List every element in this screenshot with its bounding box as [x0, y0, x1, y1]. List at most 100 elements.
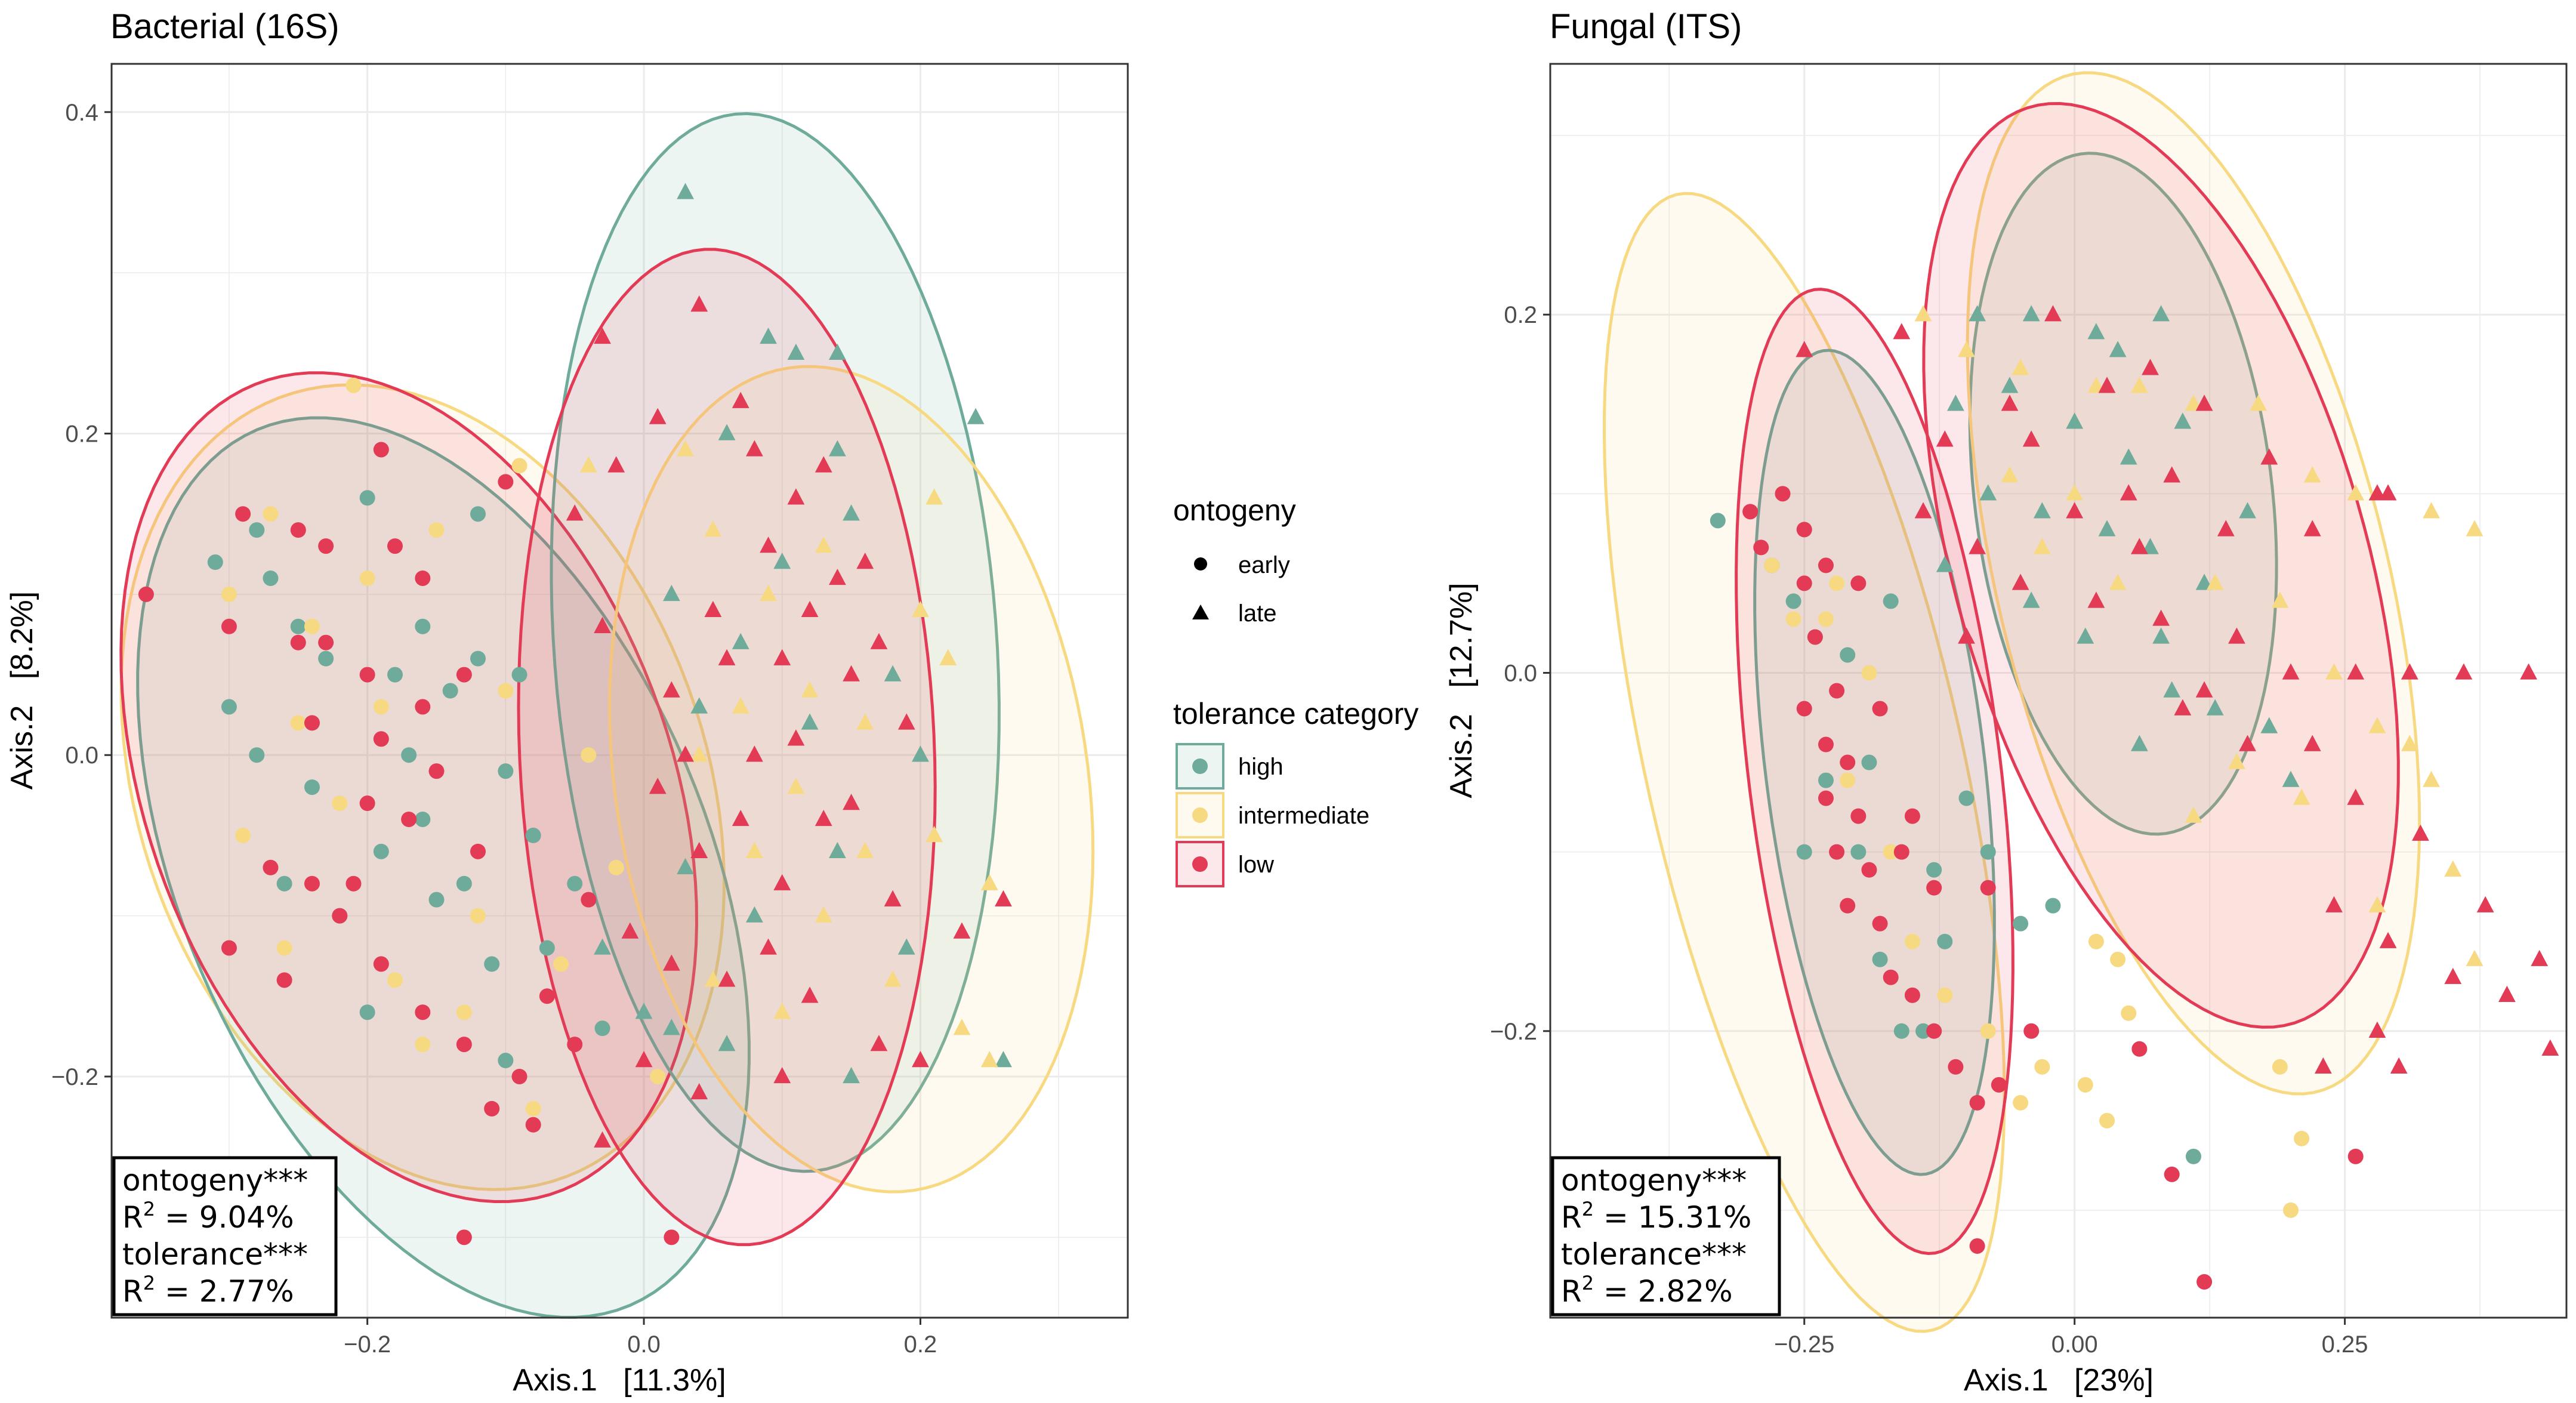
bacterial-point-intermediate-early [498, 683, 514, 699]
bacterial-point-high-late [884, 665, 902, 682]
bacterial-point-intermediate-late [912, 600, 929, 618]
bacterial-point-low-late [732, 809, 749, 827]
bacterial-point-low-early [401, 811, 417, 827]
fungal-point-high-early [1980, 844, 1996, 860]
bacterial-panel: Bacterial (16S) −0.2 0.0 0.2−0.20.00.20.4 … [5, 7, 1129, 1398]
fungal-point-intermediate-late [2250, 394, 2268, 411]
bacterial-point-intermediate-late [579, 456, 597, 473]
bacterial-point-low-late [884, 890, 902, 906]
bacterial-stats-ontogeny: ontogeny*** [122, 1163, 308, 1198]
bacterial-point-intermediate-late [732, 697, 749, 714]
bacterial-point-intermediate-late [884, 970, 902, 987]
fungal-point-intermediate-late [2033, 538, 2051, 554]
fungal-point-low-late [2368, 1021, 2386, 1038]
fungal-point-low-early [1840, 898, 1856, 914]
fungal-point-low-late [2228, 627, 2245, 644]
bacterial-point-low-early [263, 859, 279, 875]
fungal-point-low-late [2044, 305, 2062, 322]
bacterial-y-tick-label: 0.4 [65, 100, 98, 126]
fungal-point-low-late [2347, 663, 2365, 680]
bacterial-ellipse-low-late [517, 248, 937, 1247]
bacterial-point-high-late [662, 1019, 680, 1035]
fungal-point-low-late [2217, 520, 2235, 536]
fungal-point-low-early [1818, 736, 1834, 753]
fungal-point-low-early [1818, 557, 1834, 573]
bacterial-panel-title: Bacterial (16S) [110, 7, 340, 46]
legend-intermediate-point-icon [1192, 807, 1208, 823]
bacterial-point-low-early [235, 506, 251, 522]
fungal-point-high-late [2001, 377, 2019, 393]
bacterial-point-low-early [359, 795, 375, 812]
fungal-point-intermediate-early [2110, 951, 2126, 967]
bacterial-point-intermediate-late [939, 649, 957, 665]
bacterial-point-low-late [649, 408, 667, 424]
fungal-point-low-late [2455, 663, 2473, 680]
bacterial-point-low-late [746, 745, 763, 762]
bacterial-y-tick-label: 0.2 [65, 421, 98, 448]
fungal-point-intermediate-late [2293, 788, 2310, 805]
fungal-point-intermediate-late [2466, 520, 2484, 536]
bacterial-point-low-late [815, 809, 832, 827]
fungal-point-high-early [1937, 933, 1953, 949]
fungal-point-low-late [2130, 538, 2148, 554]
fungal-point-intermediate-early [2121, 1005, 2137, 1021]
fungal-point-low-early [1829, 683, 1845, 699]
fungal-point-low-early [1775, 486, 1791, 502]
bacterial-y-tick-label: −0.2 [51, 1064, 98, 1090]
fungal-x-tick-label: −0.25 [1774, 1331, 1834, 1358]
bacterial-point-intermediate-early [581, 747, 597, 763]
fungal-point-intermediate-early [1861, 665, 1877, 681]
fungal-point-high-early [1883, 593, 1899, 609]
bacterial-point-high-late [677, 858, 694, 874]
legend-key-high: high [1176, 743, 1284, 790]
fungal-point-high-late [2077, 627, 2094, 644]
bacterial-point-high-early [263, 570, 279, 586]
fungal-point-low-early [1883, 969, 1899, 985]
fungal-point-low-early [1829, 844, 1845, 860]
fungal-point-low-early [1904, 987, 1920, 1003]
bacterial-point-intermediate-early [276, 940, 292, 956]
bacterial-point-intermediate-early [553, 956, 569, 972]
fungal-point-high-early [1785, 593, 1801, 609]
fungal-point-low-late [2541, 1039, 2559, 1056]
fungal-point-high-early [2045, 898, 2061, 914]
bacterial-point-low-late [843, 794, 860, 810]
bacterial-point-high-early [470, 650, 486, 667]
fungal-point-low-late [2087, 591, 2105, 608]
fungal-point-low-late [2022, 430, 2040, 447]
bacterial-point-high-late [967, 408, 985, 424]
bacterial-point-high-late [829, 343, 846, 360]
fungal-point-low-early [1818, 790, 1834, 806]
bacterial-point-low-late [594, 327, 611, 344]
fungal-point-intermediate-early [2294, 1130, 2310, 1146]
fungal-point-low-late [2098, 377, 2116, 393]
fungal-point-low-late [2390, 1057, 2408, 1074]
bacterial-point-low-early [415, 570, 431, 586]
bacterial-point-intermediate-late [704, 970, 722, 987]
fungal-point-low-early [1861, 862, 1877, 878]
bacterial-point-intermediate-late [787, 778, 805, 794]
fungal-point-high-late [1936, 556, 1954, 572]
bacterial-point-intermediate-late [815, 906, 832, 923]
fungal-point-low-early [1926, 1023, 1942, 1039]
bacterial-point-high-late [677, 183, 694, 199]
bacterial-point-intermediate-early [235, 827, 251, 843]
fungal-point-high-late [2195, 573, 2213, 590]
legend-early-label: early [1238, 552, 1290, 578]
bacterial-point-high-late [829, 841, 846, 859]
fungal-point-high-early [1818, 772, 1834, 788]
fungal-point-low-early [1948, 1059, 1964, 1075]
fungal-point-low-early [1840, 754, 1856, 770]
bacterial-point-intermediate-late [760, 584, 777, 602]
fungal-point-intermediate-late [2423, 502, 2440, 519]
fungal-point-intermediate-early [1980, 1023, 1996, 1039]
bacterial-point-intermediate-early [428, 522, 445, 538]
fungal-points [1710, 305, 2559, 1290]
bacterial-plot-border [110, 63, 1129, 1319]
bacterial-point-low-early [290, 634, 306, 650]
bacterial-point-intermediate-late [925, 825, 943, 843]
fungal-point-high-late [2066, 412, 2084, 429]
fungal-point-low-late [1893, 323, 1911, 340]
bacterial-point-high-late [594, 938, 611, 955]
fungal-point-intermediate-late [2228, 753, 2245, 769]
